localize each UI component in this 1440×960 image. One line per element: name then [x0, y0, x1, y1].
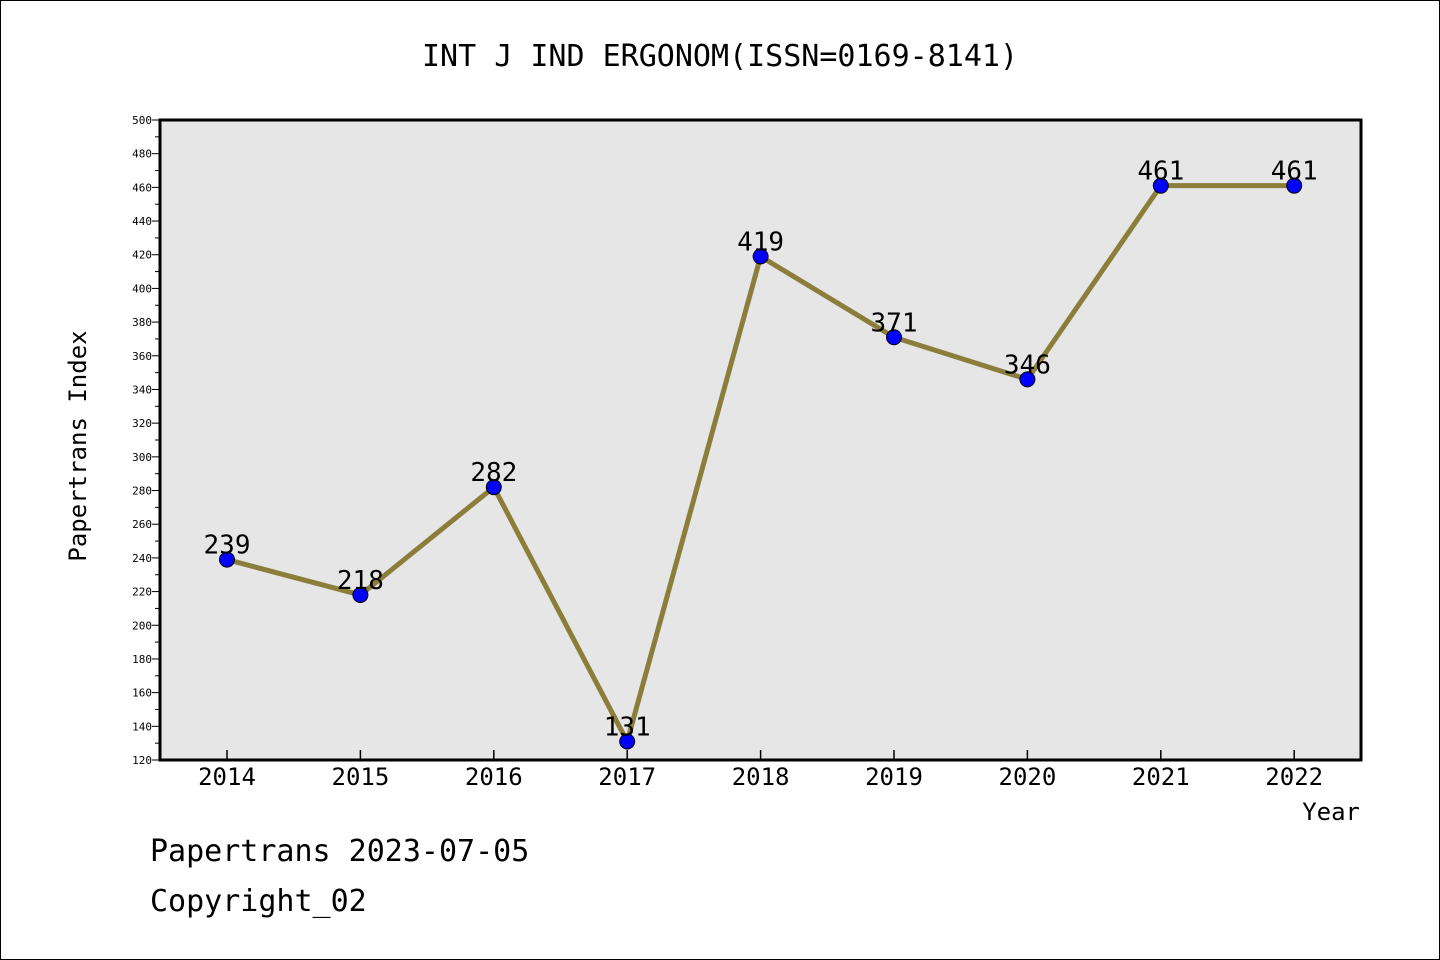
y-axis-label: Papertrans Index — [64, 330, 92, 561]
y-tick-label: 160 — [132, 687, 152, 700]
y-tick-label: 300 — [132, 451, 152, 464]
data-markers — [219, 177, 1303, 750]
data-label: 419 — [737, 227, 784, 257]
data-point — [352, 586, 369, 603]
data-point — [752, 248, 769, 265]
y-tick-label: 140 — [132, 720, 152, 733]
footer-copyright: Copyright_02 — [150, 884, 367, 919]
x-tick-label: 2020 — [999, 763, 1057, 791]
y-tick-label: 380 — [132, 316, 152, 329]
x-tick-label: 2019 — [865, 763, 923, 791]
y-tick-label: 200 — [132, 619, 152, 632]
data-label: 131 — [604, 712, 651, 742]
y-tick-label: 500 — [132, 114, 152, 127]
data-label: 218 — [337, 566, 384, 596]
y-tick-label: 180 — [132, 653, 152, 666]
footer-date: Papertrans 2023-07-05 — [150, 834, 530, 869]
y-tick-label: 400 — [132, 282, 152, 295]
y-axis: 120 140 160 180 200 220 240 260 280 300 320 340 360 3… — [132, 114, 160, 767]
y-tick-label: 420 — [132, 249, 152, 262]
data-label: 461 — [1137, 157, 1184, 187]
data-label: 461 — [1271, 157, 1318, 187]
data-point — [1152, 177, 1169, 194]
y-tick-label: 220 — [132, 586, 152, 599]
plot-area — [158, 118, 1363, 762]
data-label: 282 — [470, 458, 517, 488]
x-tick-label: 2017 — [598, 763, 656, 791]
y-tick-label: 320 — [132, 417, 152, 430]
y-tick-label: 440 — [132, 215, 152, 228]
x-axis: 2014 2015 2016 2017 2018 2019 2020 2021 2022 — [198, 750, 1323, 791]
data-point — [619, 733, 636, 750]
x-tick-label: 2022 — [1265, 763, 1323, 791]
y-tick-label: 260 — [132, 518, 152, 531]
x-axis-label: Year — [1302, 798, 1360, 826]
x-tick-label: 2014 — [198, 763, 256, 791]
data-point — [219, 551, 235, 568]
data-label: 371 — [871, 308, 918, 338]
data-point — [485, 479, 502, 496]
y-tick-label: 460 — [132, 181, 152, 194]
y-tick-label: 360 — [132, 350, 152, 363]
chart-title: INT J IND ERGONOM(ISSN=0169-8141) — [422, 39, 1018, 74]
y-tick-label: 340 — [132, 383, 152, 396]
x-tick-label: 2018 — [732, 763, 790, 791]
x-tick-label: 2015 — [332, 763, 390, 791]
x-tick-label: 2016 — [465, 763, 523, 791]
data-point — [886, 329, 902, 346]
x-tick-label: 2021 — [1132, 763, 1190, 791]
y-tick-label: 480 — [132, 148, 152, 161]
y-tick-label: 120 — [132, 754, 152, 767]
data-label: 239 — [204, 531, 251, 561]
data-point — [1019, 371, 1036, 388]
y-tick-label: 240 — [132, 552, 152, 565]
y-tick-label: 280 — [132, 485, 152, 498]
data-labels: 239 218 282 131 419 371 346 461 461 — [204, 157, 1318, 743]
data-point — [1286, 177, 1303, 194]
data-label: 346 — [1004, 350, 1051, 380]
